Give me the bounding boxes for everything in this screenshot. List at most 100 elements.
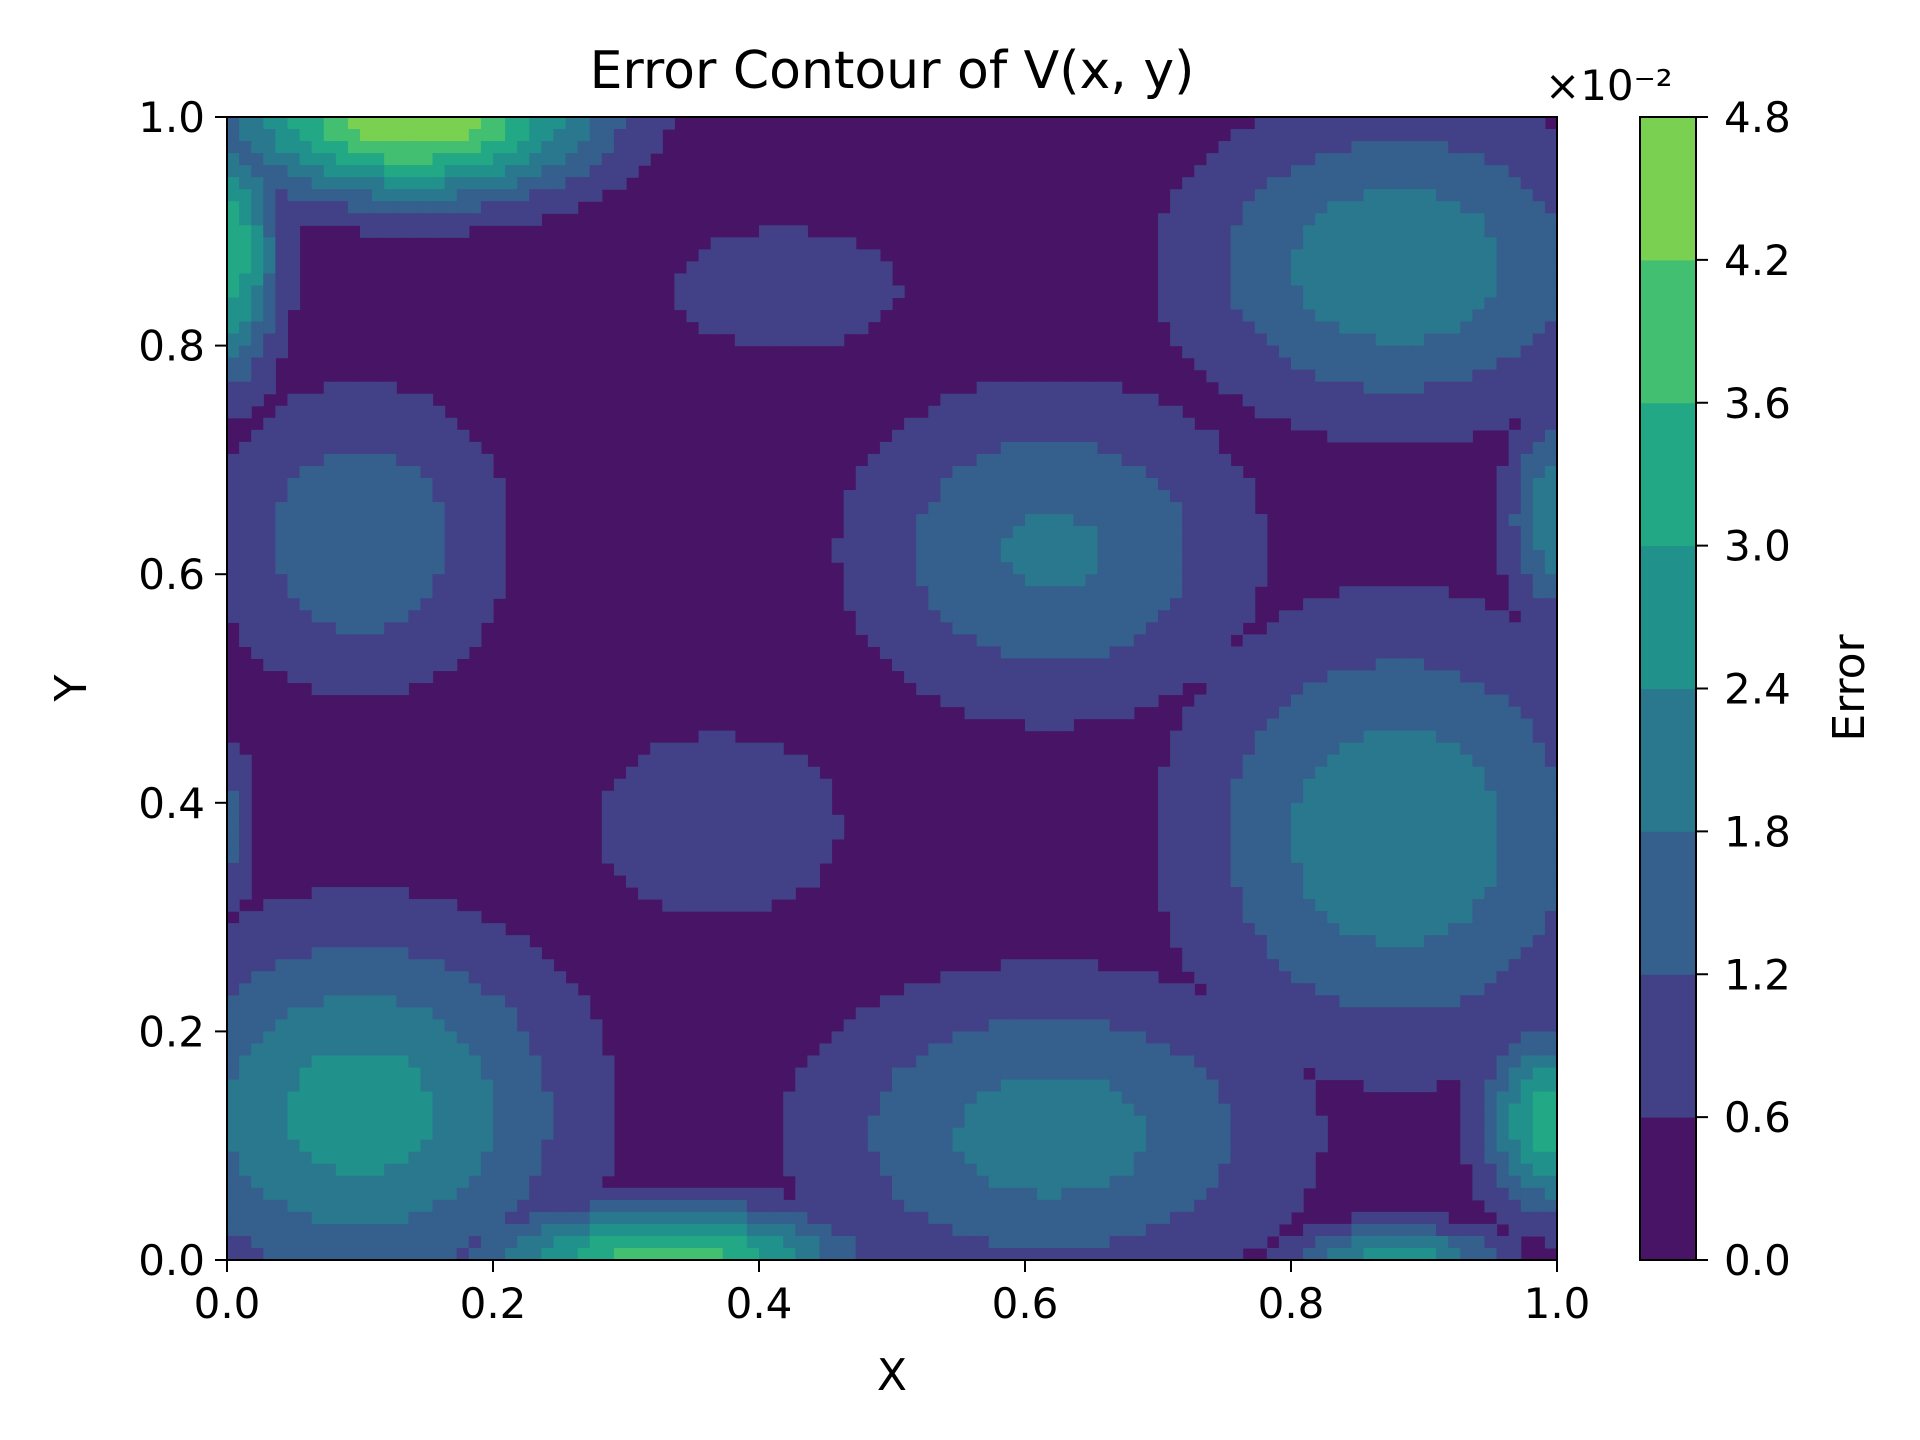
contour-cell (1121, 1079, 1135, 1093)
contour-cell (892, 586, 905, 599)
contour-cell (1000, 959, 1014, 972)
contour-cell (1472, 381, 1486, 395)
contour-cell (1508, 562, 1522, 575)
contour-cell (251, 345, 264, 359)
contour-cell (1303, 766, 1316, 780)
contour-cell (1508, 1079, 1522, 1093)
contour-cell (1387, 742, 1401, 756)
contour-cell (722, 730, 736, 744)
contour-cell (227, 489, 240, 503)
contour-cell (1327, 887, 1340, 900)
contour-cell (1303, 153, 1316, 166)
contour-cell (1012, 405, 1026, 419)
contour-cell (1133, 1055, 1147, 1069)
contour-cell (843, 237, 857, 250)
contour-cell (420, 489, 434, 503)
contour-cell (577, 1019, 591, 1032)
contour-cell (1182, 790, 1195, 804)
contour-cell (432, 225, 446, 238)
contour-cell (493, 177, 506, 190)
contour-cell (1472, 321, 1486, 335)
contour-cell (396, 117, 409, 130)
contour-cell (360, 899, 373, 912)
contour-cell (384, 141, 397, 154)
contour-cell (420, 502, 434, 515)
contour-cell (1206, 742, 1220, 756)
contour-cell (795, 838, 808, 852)
contour-cell (1544, 646, 1558, 660)
contour-cell (1278, 923, 1292, 936)
contour-cell (1278, 899, 1292, 912)
contour-cell (1460, 598, 1473, 611)
contour-cell (420, 562, 434, 575)
contour-cell (1230, 730, 1244, 744)
contour-cell (1387, 309, 1401, 323)
contour-cell (1145, 550, 1159, 563)
contour-cell (1158, 417, 1171, 431)
contour-cell (275, 297, 289, 311)
contour-cell (1387, 357, 1401, 371)
contour-cell (1448, 947, 1461, 960)
contour-cell (251, 646, 264, 660)
contour-cell (1496, 417, 1510, 431)
contour-cell (396, 995, 409, 1008)
contour-cell (1133, 441, 1147, 455)
contour-cell (1266, 826, 1280, 840)
contour-cell (1327, 225, 1340, 238)
contour-cell (1133, 1067, 1147, 1081)
contour-cell (1460, 658, 1473, 672)
contour-cell (976, 574, 990, 587)
contour-cell (299, 117, 313, 130)
contour-cell (432, 947, 446, 960)
contour-cell (1399, 947, 1413, 960)
contour-cell (360, 201, 373, 214)
contour-cell (1472, 129, 1486, 142)
contour-cell (1254, 1043, 1268, 1057)
contour-cell (940, 550, 954, 563)
contour-cell (323, 1043, 337, 1057)
contour-cell (263, 381, 276, 395)
contour-cell (1291, 1043, 1304, 1057)
contour-cell (1363, 646, 1377, 660)
contour-cell (722, 850, 736, 864)
contour-cell (227, 538, 240, 551)
contour-cell (976, 381, 990, 395)
contour-cell (831, 261, 845, 275)
contour-cell (1460, 887, 1473, 900)
contour-cell (263, 923, 276, 936)
contour-cell (1303, 887, 1316, 900)
contour-cell (1170, 983, 1183, 996)
contour-cell (396, 923, 409, 936)
contour-cell (1351, 802, 1365, 816)
contour-cell (1254, 911, 1268, 924)
contour-cell (759, 862, 772, 876)
contour-cell (299, 1067, 313, 1081)
contour-cell (1399, 321, 1413, 335)
contour-cell (1145, 682, 1159, 696)
contour-cell (287, 658, 301, 672)
contour-cell (1351, 766, 1365, 780)
contour-cell (1194, 754, 1207, 768)
contour-cell (1109, 465, 1123, 479)
contour-cell (928, 983, 941, 996)
contour-cell (1097, 1079, 1111, 1093)
contour-cell (976, 634, 990, 647)
contour-cell (1375, 1019, 1389, 1032)
contour-cell (1303, 1007, 1316, 1020)
contour-cell (335, 165, 349, 178)
contour-cell (1121, 1019, 1135, 1032)
contour-cell (1037, 646, 1050, 660)
contour-cell (1327, 357, 1340, 371)
contour-cell (384, 129, 397, 142)
contour-cell (1387, 694, 1401, 708)
contour-cell (227, 826, 240, 840)
contour-cell (287, 574, 301, 587)
contour-cell (263, 995, 276, 1008)
contour-cell (1194, 237, 1207, 250)
contour-cell (468, 935, 482, 948)
contour-cell (650, 887, 663, 900)
contour-cell (734, 814, 748, 828)
contour-cell (444, 923, 458, 936)
contour-cell (396, 971, 409, 984)
contour-cell (1327, 273, 1340, 287)
